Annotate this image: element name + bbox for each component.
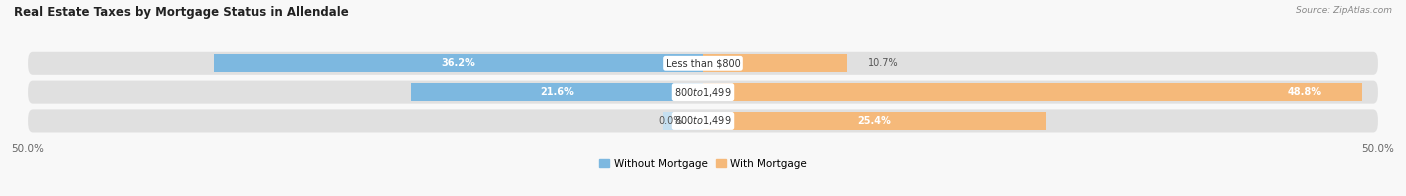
FancyBboxPatch shape bbox=[28, 52, 1378, 75]
Text: $800 to $1,499: $800 to $1,499 bbox=[675, 86, 731, 99]
Text: 0.0%: 0.0% bbox=[658, 116, 683, 126]
Text: Real Estate Taxes by Mortgage Status in Allendale: Real Estate Taxes by Mortgage Status in … bbox=[14, 6, 349, 19]
Text: 10.7%: 10.7% bbox=[868, 58, 898, 68]
Text: 36.2%: 36.2% bbox=[441, 58, 475, 68]
Text: Source: ZipAtlas.com: Source: ZipAtlas.com bbox=[1296, 6, 1392, 15]
Bar bbox=[703, 83, 1361, 101]
Text: 21.6%: 21.6% bbox=[540, 87, 574, 97]
Bar bbox=[703, 54, 848, 72]
Text: 48.8%: 48.8% bbox=[1286, 87, 1322, 97]
Text: Less than $800: Less than $800 bbox=[665, 58, 741, 68]
Text: 25.4%: 25.4% bbox=[858, 116, 891, 126]
Bar bbox=[214, 54, 703, 72]
Bar bbox=[412, 83, 703, 101]
FancyBboxPatch shape bbox=[28, 81, 1378, 104]
Bar bbox=[703, 112, 1046, 130]
FancyBboxPatch shape bbox=[28, 109, 1378, 132]
Legend: Without Mortgage, With Mortgage: Without Mortgage, With Mortgage bbox=[595, 155, 811, 173]
Bar bbox=[662, 112, 703, 130]
Text: $800 to $1,499: $800 to $1,499 bbox=[675, 114, 731, 127]
